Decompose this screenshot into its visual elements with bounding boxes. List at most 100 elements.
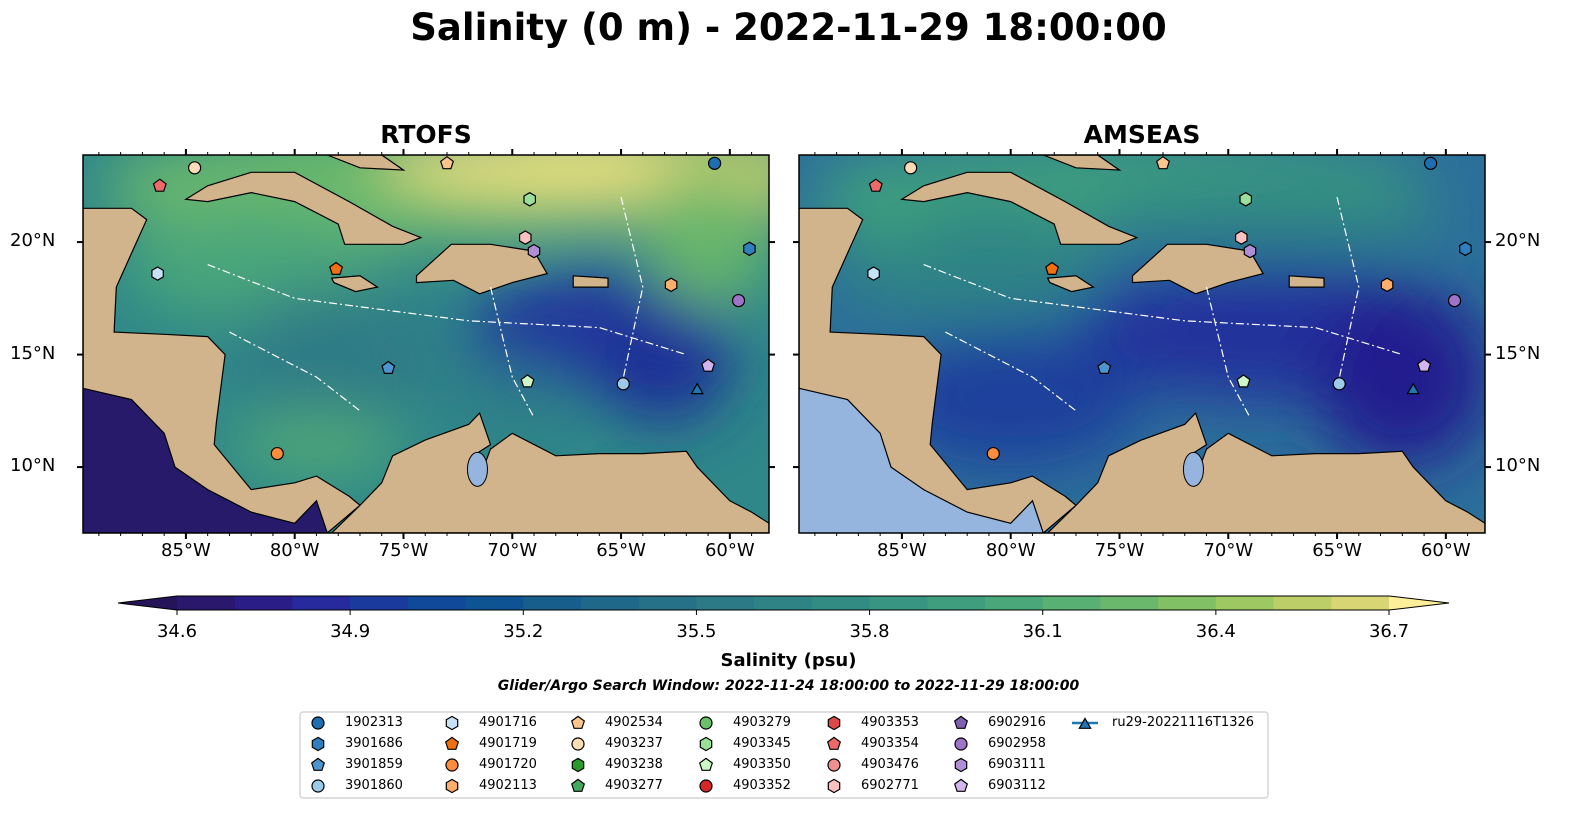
legend-marker-6903111	[954, 757, 968, 773]
land-south-america	[330, 411, 769, 533]
legend-marker-ru29-20221116T1326	[1078, 717, 1092, 729]
lon-tick-label: 60°W	[704, 540, 755, 561]
colorbar-tick-label: 36.4	[1195, 621, 1236, 642]
obs-3901859	[1097, 360, 1112, 374]
obs-1902313	[1424, 156, 1438, 170]
lon-tick-label: 85°W	[877, 540, 927, 561]
obs-3901686	[1459, 241, 1472, 257]
eez-boundary	[207, 264, 687, 356]
obs-4901716	[867, 266, 880, 281]
land-south-america	[1046, 411, 1485, 533]
legend-label: 4903345	[733, 736, 791, 751]
panel-frame	[798, 154, 1486, 534]
colorbar-bin	[523, 596, 582, 610]
legend-marker-4901720	[445, 758, 459, 772]
obs-4901720	[270, 446, 284, 461]
obs-4901720	[986, 446, 1000, 461]
colorbar-bin	[1215, 596, 1275, 610]
legend-marker-4903476	[827, 758, 841, 772]
obs-4903345	[1239, 192, 1253, 207]
obs-6903111	[1243, 243, 1257, 259]
lon-tick-label: 75°W	[378, 540, 429, 561]
obs-4903237	[904, 161, 918, 175]
legend-label: ru29-20221116T1326	[1112, 715, 1255, 730]
obs-3901686	[743, 241, 756, 257]
obs-4902534	[439, 155, 455, 170]
legend-label: 4901720	[479, 757, 537, 772]
legend-marker-3901860	[311, 779, 325, 793]
legend-label: 6902771	[861, 778, 919, 793]
colorbar-bin	[581, 596, 640, 610]
colorbar-bin	[754, 596, 813, 610]
panel-title-rtofs: RTOFS	[380, 120, 472, 149]
lat-tick-label: 20°N	[10, 230, 56, 252]
lat-tick-label: 10°N	[1495, 455, 1541, 477]
legend-marker-3901686	[311, 736, 325, 752]
obs-4903350	[520, 374, 535, 388]
colorbar-bin	[234, 596, 293, 610]
land-cuba	[184, 171, 423, 245]
lon-tick-label: 65°W	[1312, 540, 1362, 561]
obs-6903111	[527, 243, 541, 259]
colorbar-bin	[927, 596, 986, 610]
colorbar-tick-label: 35.5	[676, 621, 717, 642]
land-bahamas	[327, 155, 406, 171]
legend-label: 4903353	[861, 715, 919, 730]
obs-6902958	[731, 293, 746, 308]
legend-marker-4901716	[445, 715, 459, 731]
legend-marker-4903277	[570, 778, 586, 792]
colorbar-tick-label: 36.1	[1022, 621, 1063, 642]
salinity-anomaly	[1097, 185, 1447, 254]
colorbar	[117, 595, 1450, 615]
eez-boundary	[923, 264, 1403, 356]
legend-label: 4903277	[605, 778, 663, 793]
obs-6902771	[518, 230, 532, 245]
map-panel-rtofs	[83, 155, 769, 533]
legend-label: 4902113	[479, 778, 537, 793]
colorbar-tick-label: 35.8	[849, 621, 890, 642]
legend-marker-4902534	[570, 715, 586, 729]
lon-tick-label: 80°W	[269, 540, 320, 561]
lake-maracaibo	[466, 451, 488, 487]
land-puerto-rico	[572, 275, 609, 288]
search-window-text: Glider/Argo Search Window: 2022-11-24 18…	[497, 678, 1080, 694]
legend-marker-4903237	[571, 737, 585, 751]
obs-4903345	[523, 192, 537, 207]
eez-boundary	[1205, 286, 1251, 418]
eez-boundary	[620, 196, 644, 389]
obs-4903237	[188, 161, 202, 175]
legend-label: 6902916	[988, 715, 1046, 730]
salinity-anomaly	[642, 174, 769, 310]
legend-marker-4903353	[827, 715, 841, 731]
obs-6903112	[701, 358, 716, 372]
colorbar-bin	[638, 596, 697, 610]
obs-ru29-20221116T1326	[690, 382, 704, 395]
legend-marker-6902771	[827, 778, 841, 794]
legend-marker-4903345	[699, 736, 713, 752]
legend-label: 4903354	[861, 736, 919, 751]
pacific-ocean	[799, 388, 1044, 533]
salinity-anomaly	[229, 410, 404, 479]
figure-title: Salinity (0 m) - 2022-11-29 18:00:00	[410, 6, 1167, 49]
land-hispaniola	[1131, 243, 1265, 295]
land-bahamas	[1043, 155, 1122, 171]
obs-4901719	[1045, 261, 1060, 275]
lat-tick-label: 20°N	[1495, 230, 1541, 252]
legend-label: 3901859	[345, 757, 403, 772]
legend-marker-6902916	[953, 715, 969, 729]
legend-marker-4903352	[699, 779, 713, 793]
lon-tick-label: 75°W	[1094, 540, 1145, 561]
lon-tick-label: 60°W	[1420, 540, 1471, 561]
legend-marker-4902113	[445, 778, 459, 794]
colorbar-bin	[1331, 596, 1390, 610]
legend-label: 3901860	[345, 778, 403, 793]
colorbar-bin	[1158, 596, 1217, 610]
panel-frame	[82, 154, 770, 534]
obs-4902113	[1380, 277, 1394, 293]
panel-title-amseas: AMSEAS	[1083, 120, 1201, 149]
legend-label: 4903238	[605, 757, 663, 772]
colorbar-bin	[407, 596, 467, 610]
land-jamaica	[1046, 275, 1095, 293]
colorbar-bin	[292, 596, 351, 610]
